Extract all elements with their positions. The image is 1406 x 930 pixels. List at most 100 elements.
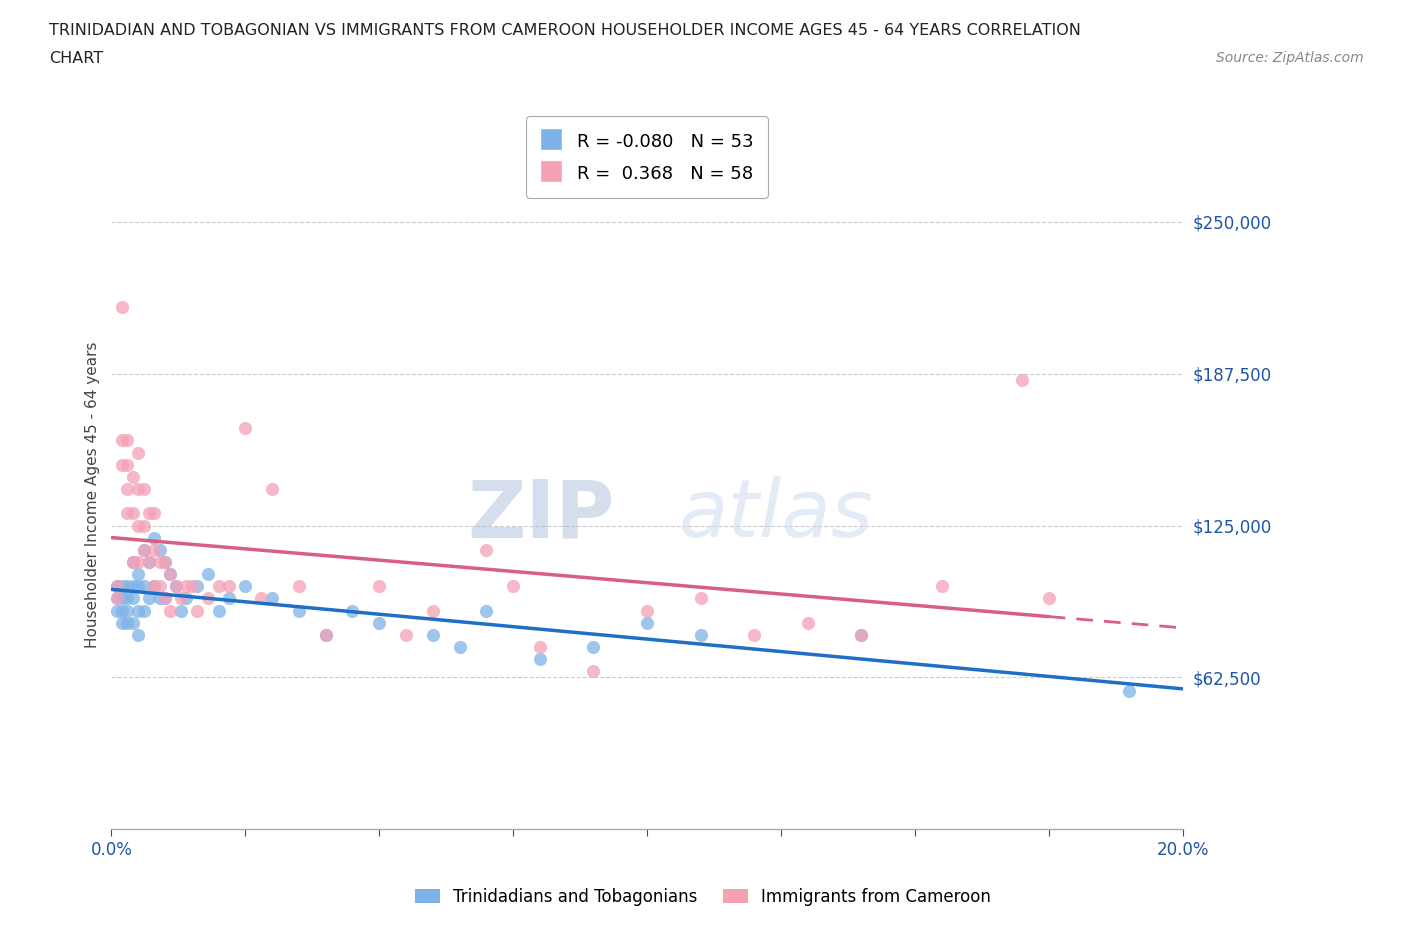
Point [165, 578, 187, 593]
Point [117, 578, 139, 593]
Point [111, 604, 134, 618]
Point [529, 640, 551, 655]
Point [117, 591, 139, 606]
Point [422, 628, 444, 643]
Point [197, 566, 219, 581]
Point [176, 591, 198, 606]
Point [851, 628, 873, 643]
Point [233, 421, 256, 436]
Point [127, 554, 149, 569]
Point [149, 578, 172, 593]
Point [395, 628, 418, 643]
Point [218, 578, 240, 593]
Point [132, 542, 155, 557]
Point [186, 604, 208, 618]
Point [218, 591, 240, 606]
Point [127, 518, 149, 533]
Legend: R = -0.080   N = 53, R =  0.368   N = 58: R = -0.080 N = 53, R = 0.368 N = 58 [526, 116, 768, 198]
Point [111, 458, 134, 472]
Point [121, 506, 143, 521]
Point [143, 578, 166, 593]
Point [153, 591, 176, 606]
Point [149, 591, 172, 606]
Text: atlas: atlas [679, 476, 875, 554]
Point [143, 542, 166, 557]
Point [121, 578, 143, 593]
Point [111, 578, 134, 593]
Point [105, 591, 128, 606]
Point [582, 640, 605, 655]
Text: TRINIDADIAN AND TOBAGONIAN VS IMMIGRANTS FROM CAMEROON HOUSEHOLDER INCOME AGES 4: TRINIDADIAN AND TOBAGONIAN VS IMMIGRANTS… [49, 23, 1081, 38]
Point [1011, 372, 1033, 387]
Point [288, 578, 311, 593]
Point [143, 530, 166, 545]
Point [851, 628, 873, 643]
Point [117, 506, 139, 521]
Legend: Trinidadians and Tobagonians, Immigrants from Cameroon: Trinidadians and Tobagonians, Immigrants… [408, 881, 998, 912]
Point [153, 591, 176, 606]
Point [368, 616, 391, 631]
Point [262, 482, 284, 497]
Point [117, 616, 139, 631]
Point [207, 578, 229, 593]
Point [117, 433, 139, 448]
Point [149, 542, 172, 557]
Point [742, 628, 765, 643]
Point [127, 628, 149, 643]
Point [143, 506, 166, 521]
Point [368, 578, 391, 593]
Text: Source: ZipAtlas.com: Source: ZipAtlas.com [1216, 51, 1364, 65]
Point [138, 506, 160, 521]
Y-axis label: Householder Income Ages 45 - 64 years: Householder Income Ages 45 - 64 years [86, 342, 100, 648]
Point [165, 578, 187, 593]
Point [636, 604, 658, 618]
Point [475, 542, 498, 557]
Point [1038, 591, 1060, 606]
Point [582, 664, 605, 679]
Point [159, 566, 181, 581]
Point [186, 578, 208, 593]
Point [475, 604, 498, 618]
Point [315, 628, 337, 643]
Point [121, 470, 143, 485]
Point [197, 591, 219, 606]
Point [1118, 684, 1140, 698]
Point [159, 604, 181, 618]
Point [127, 604, 149, 618]
Point [180, 578, 202, 593]
Point [105, 578, 128, 593]
Point [931, 578, 953, 593]
Point [449, 640, 471, 655]
Point [105, 591, 128, 606]
Point [132, 542, 155, 557]
Point [121, 554, 143, 569]
Point [105, 578, 128, 593]
Point [121, 554, 143, 569]
Point [138, 591, 160, 606]
Point [111, 433, 134, 448]
Point [132, 578, 155, 593]
Point [342, 604, 364, 618]
Point [288, 604, 311, 618]
Point [796, 616, 818, 631]
Point [207, 604, 229, 618]
Point [111, 591, 134, 606]
Point [636, 616, 658, 631]
Point [138, 554, 160, 569]
Point [170, 604, 193, 618]
Point [689, 628, 711, 643]
Point [529, 652, 551, 667]
Point [143, 578, 166, 593]
Point [105, 604, 128, 618]
Point [127, 578, 149, 593]
Point [689, 591, 711, 606]
Point [233, 578, 256, 593]
Point [117, 604, 139, 618]
Point [117, 482, 139, 497]
Point [132, 604, 155, 618]
Point [121, 616, 143, 631]
Point [250, 591, 273, 606]
Point [127, 445, 149, 460]
Point [121, 591, 143, 606]
Point [315, 628, 337, 643]
